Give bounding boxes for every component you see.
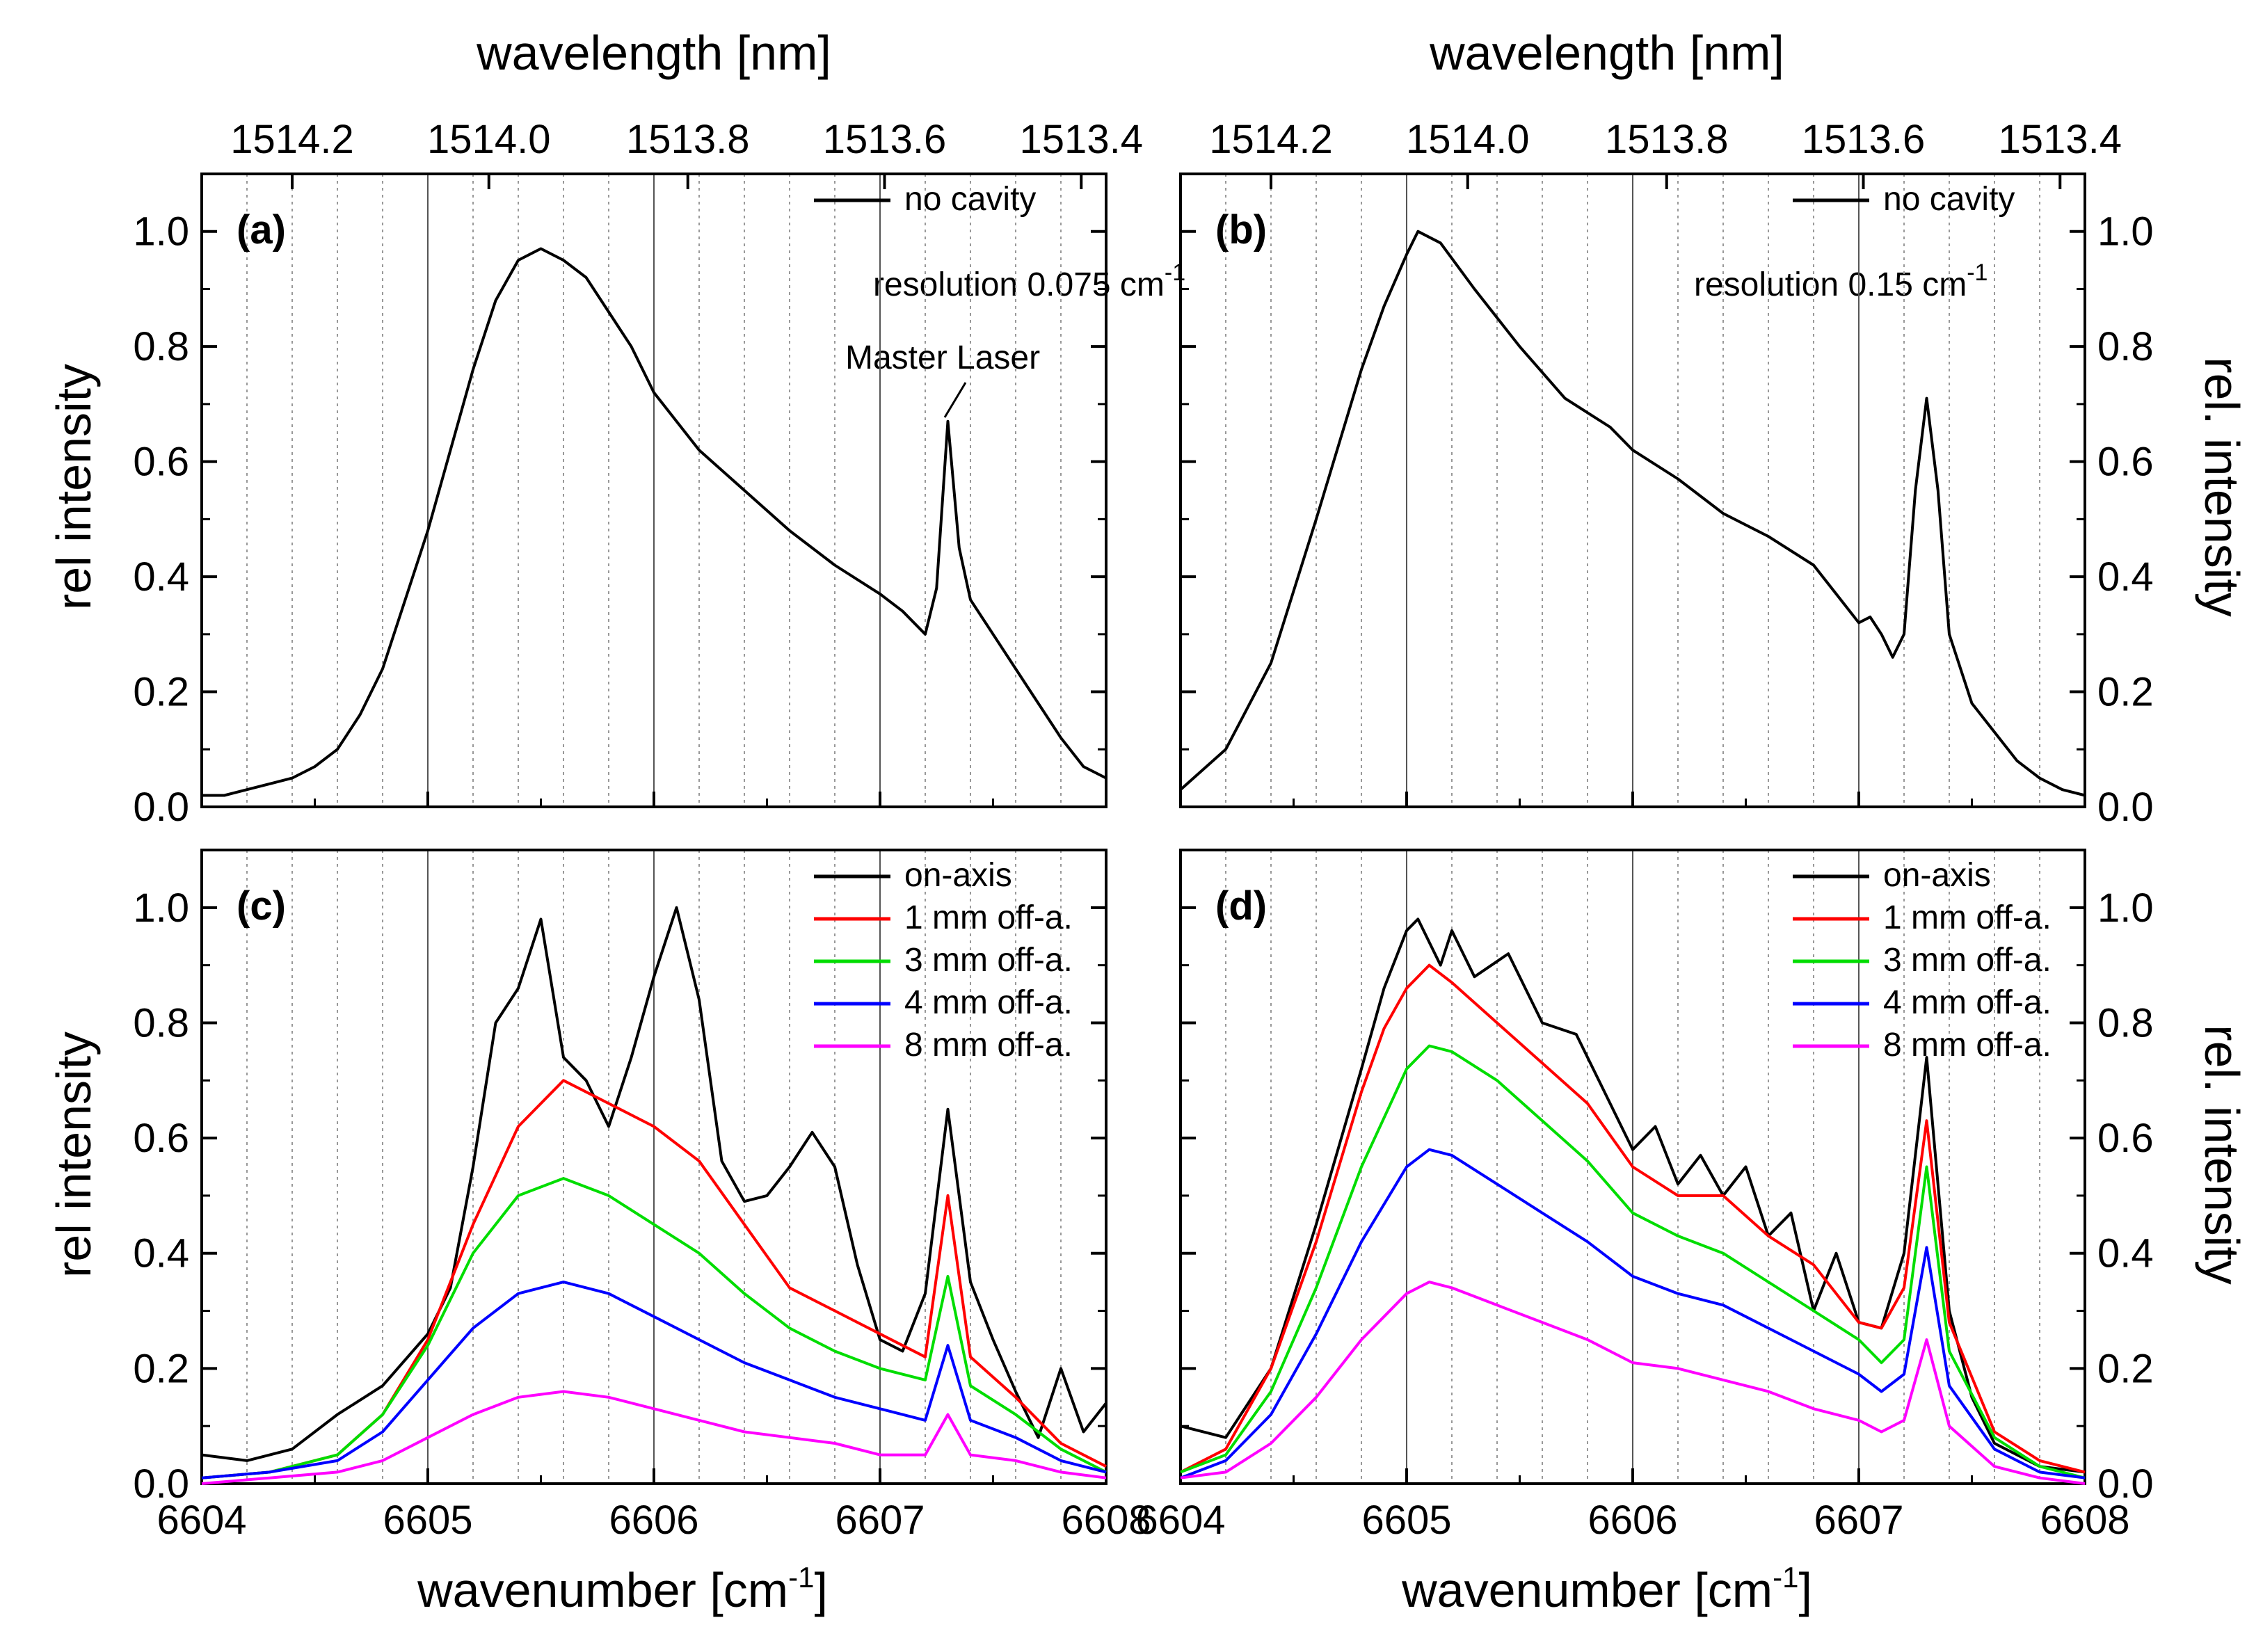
y-tick-label: 0.6 xyxy=(133,440,189,485)
legend-label: 3 mm off-a. xyxy=(904,942,1073,979)
top-axis-title-left: wavelength [nm] xyxy=(476,26,831,80)
y-tick-label: 0.4 xyxy=(133,554,189,600)
legend-label: on-axis xyxy=(1883,857,1991,894)
y-tick-label: 0.8 xyxy=(133,1000,189,1045)
series-line-8-mm-off-a- xyxy=(1180,1281,2086,1485)
resolution-annotation-b: resolution 0.15 cm-1 xyxy=(1694,259,1988,303)
series-line-4-mm-off-a- xyxy=(1180,1148,2086,1479)
x-tick-label: 6605 xyxy=(383,1498,472,1543)
master-laser-annotation: Master Laser xyxy=(845,339,1040,376)
top-tick-label: 1514.0 xyxy=(1406,117,1529,162)
top-tick-label: 1513.6 xyxy=(1802,117,1925,162)
series-line-8-mm-off-a- xyxy=(201,1390,1107,1485)
y-tick-label: 1.0 xyxy=(2097,209,2154,255)
top-tick-label: 1514.2 xyxy=(1209,117,1332,162)
x-tick-label: 6607 xyxy=(1814,1498,1903,1543)
right-ylabel-bottom: rel. intensity xyxy=(2195,1025,2247,1284)
top-tick-label: 1513.8 xyxy=(1605,117,1728,162)
top-tick-label: 1513.4 xyxy=(1999,117,2122,162)
y-tick-label: 0.8 xyxy=(133,324,189,369)
y-tick-label: 0.2 xyxy=(133,670,189,715)
y-tick-label: 0.6 xyxy=(2097,1116,2154,1161)
series-line-no-cavity xyxy=(202,247,1107,797)
top-axis-title-right: wavelength [nm] xyxy=(1429,26,1784,80)
bottom-axis-title-right: wavenumber [cm-1] xyxy=(1401,1561,1812,1617)
y-tick-label: 0.2 xyxy=(2097,1346,2154,1391)
bottom-axis-title-left: wavenumber [cm-1] xyxy=(417,1561,828,1617)
series-line-3-mm-off-a- xyxy=(201,1177,1107,1479)
top-tick-label: 1513.6 xyxy=(823,117,946,162)
top-tick-label: 1513.8 xyxy=(626,117,749,162)
y-tick-label: 0.4 xyxy=(2097,1231,2154,1276)
y-tick-label: 1.0 xyxy=(2097,885,2154,931)
panel-label: (c) xyxy=(237,883,286,929)
legend-label: 1 mm off-a. xyxy=(904,899,1073,936)
y-tick-label: 1.0 xyxy=(133,209,189,255)
legend-label: on-axis xyxy=(904,857,1012,894)
y-tick-label: 0.2 xyxy=(2097,670,2154,715)
y-tick-label: 1.0 xyxy=(133,885,189,931)
legend-label: 4 mm off-a. xyxy=(904,984,1073,1021)
y-tick-label: 0.0 xyxy=(2097,785,2154,830)
y-tick-label: 0.0 xyxy=(133,785,189,830)
panel-a: 0.0 0.2 0.4 0.6 0.8 1.0 1514.2 1514.0 1513.8 1513… xyxy=(133,117,1143,830)
series-line-on-axis xyxy=(201,906,1107,1462)
x-tick-label: 6607 xyxy=(835,1498,925,1543)
top-tick-label: 1513.4 xyxy=(1020,117,1143,162)
top-tick-label: 1514.2 xyxy=(230,117,353,162)
panel-label: (b) xyxy=(1215,207,1267,252)
x-tick-label: 6608 xyxy=(2040,1498,2129,1543)
x-tick-label: 6605 xyxy=(1361,1498,1451,1543)
master-laser-pointer xyxy=(943,382,967,418)
resolution-annotation-a: resolution 0.075 cm-1 xyxy=(873,259,1185,303)
series-line-no-cavity xyxy=(1179,230,2086,797)
legend-label: 3 mm off-a. xyxy=(1883,942,2052,979)
y-tick-label: 0.6 xyxy=(133,1116,189,1161)
right-ylabel-top: rel. intensity xyxy=(2195,357,2247,616)
x-tick-label: 6604 xyxy=(1135,1498,1225,1543)
top-tick-label: 1514.0 xyxy=(427,117,550,162)
series-line-on-axis xyxy=(1180,917,2086,1474)
panel-d: 0.0 0.2 0.4 0.6 0.8 1.0 6604 6605 6606 6607 6608 (d… xyxy=(1135,849,2154,1543)
series-line-1-mm-off-a- xyxy=(1180,963,2086,1474)
x-tick-label: 6608 xyxy=(1061,1498,1151,1543)
y-tick-label: 0.0 xyxy=(2097,1461,2154,1507)
y-tick-label: 0.4 xyxy=(2097,554,2154,600)
x-tick-label: 6604 xyxy=(157,1498,246,1543)
legend-label: 8 mm off-a. xyxy=(1883,1027,2052,1064)
legend-label: 4 mm off-a. xyxy=(1883,984,2052,1021)
panel-b: 0.0 0.2 0.4 0.6 0.8 1.0 1514.2 1514.0 1513.8 1513… xyxy=(1179,117,2154,830)
panel-label: (d) xyxy=(1215,883,1267,929)
legend-label: 8 mm off-a. xyxy=(904,1027,1073,1064)
y-tick-label: 0.0 xyxy=(133,1461,189,1507)
left-ylabel-top: rel intensity xyxy=(47,364,101,610)
y-tick-label: 0.2 xyxy=(133,1346,189,1391)
legend-label: no cavity xyxy=(904,181,1036,218)
left-ylabel-bottom: rel intensity xyxy=(47,1032,101,1278)
panel-c: 0.0 0.2 0.4 0.6 0.8 1.0 6604 6605 6606 6607 6608 (c… xyxy=(133,849,1151,1543)
series-line-4-mm-off-a- xyxy=(201,1281,1107,1479)
x-tick-label: 6606 xyxy=(1588,1498,1677,1543)
y-tick-label: 0.8 xyxy=(2097,1000,2154,1045)
y-tick-label: 0.8 xyxy=(2097,324,2154,369)
y-tick-label: 0.6 xyxy=(2097,440,2154,485)
x-tick-label: 6606 xyxy=(609,1498,698,1543)
legend-label: 1 mm off-a. xyxy=(1883,899,2052,936)
panel-label: (a) xyxy=(237,207,286,252)
y-tick-label: 0.4 xyxy=(133,1231,189,1276)
series-line-3-mm-off-a- xyxy=(1180,1044,2086,1479)
legend-label: no cavity xyxy=(1883,181,2015,218)
